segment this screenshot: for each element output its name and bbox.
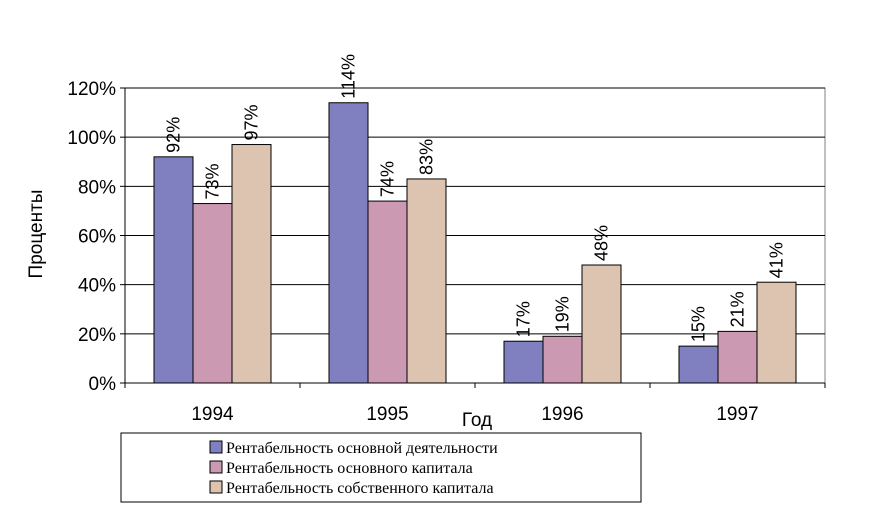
bar [678,345,719,384]
y-tick-label: 60% [78,227,116,248]
legend: Рентабельность основной деятельности Рент… [120,432,642,503]
y-tick-labels: 0% 20% 40% 60% 80% 100% 120% [67,79,116,395]
bar [503,340,544,384]
data-label: 41% [767,242,787,278]
data-label: 83% [417,139,437,175]
data-label: 114% [339,54,359,99]
y-tick-label: 100% [67,128,116,149]
data-label: 48% [592,225,612,261]
y-tick-label: 0% [89,374,117,395]
y-tick-label: 20% [78,325,116,346]
y-tick-label: 80% [78,177,116,198]
data-label: 15% [689,306,709,342]
bar [153,156,194,384]
x-axis-title: Год [462,410,492,431]
bar [231,144,272,384]
data-label: 19% [553,296,573,332]
x-tick-label: 1995 [366,404,408,425]
data-label: 21% [728,291,748,327]
x-tick-label: 1996 [541,404,583,425]
data-label: 97% [242,105,262,141]
bar [756,281,797,384]
legend-label: Рентабельность основной деятельности [226,440,498,457]
legend-label: Рентабельность основного капитала [226,460,473,477]
bar [367,200,408,384]
legend-swatch [209,460,223,474]
legend-label: Рентабельность собственного капитала [226,480,494,497]
data-label: 92% [164,117,184,153]
bar [192,203,233,384]
legend-swatch [209,440,223,454]
x-tick-labels: 1994 1995 1996 1997 [191,404,758,425]
data-label: 74% [378,161,398,197]
x-tick-label: 1994 [191,404,234,425]
x-tick-label: 1997 [716,404,758,425]
axes [120,87,826,388]
bar [717,330,758,384]
legend-swatch [209,480,223,494]
y-tick-label: 40% [78,276,116,297]
y-axis-title: Проценты [26,190,47,279]
bar [406,178,447,384]
bar [542,335,583,384]
data-label: 73% [203,164,223,200]
bar [328,102,369,384]
data-labels: 92% 73% 97% 114% 74% 83% 17% 19% 48% 15% 21% 41% [164,54,787,342]
bars [153,102,797,384]
bar [581,264,622,384]
data-label: 17% [514,301,534,337]
y-tick-label: 120% [67,79,116,100]
legend-box [120,432,642,503]
